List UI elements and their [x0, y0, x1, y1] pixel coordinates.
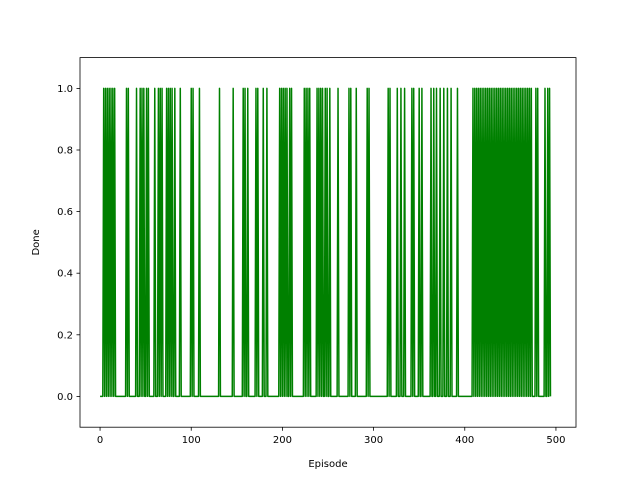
y-tick-label: 0.2 — [57, 330, 73, 341]
x-axis-label: Episode — [308, 459, 347, 470]
y-tick-label: 0.8 — [57, 146, 73, 157]
y-axis-label: Done — [31, 229, 42, 255]
x-tick-label: 0 — [97, 435, 103, 446]
x-tick-label: 100 — [182, 435, 201, 446]
y-tick-label: 0.6 — [57, 207, 73, 218]
x-tick-label: 300 — [364, 435, 383, 446]
x-tick-label: 500 — [546, 435, 565, 446]
plot-area — [100, 87, 552, 398]
x-tick-label: 400 — [455, 435, 474, 446]
x-tick-label: 200 — [273, 435, 292, 446]
axes-frame — [79, 57, 577, 428]
y-tick-label: 1.0 — [57, 84, 73, 95]
y-axis: 0.0 0.2 0.4 0.6 0.8 1.0 — [57, 84, 80, 403]
y-tick-label: 0.4 — [57, 269, 73, 280]
series-line-done — [100, 87, 552, 398]
y-tick-label: 0.0 — [57, 392, 73, 403]
x-axis: 0 100 200 300 400 500 — [97, 427, 565, 446]
